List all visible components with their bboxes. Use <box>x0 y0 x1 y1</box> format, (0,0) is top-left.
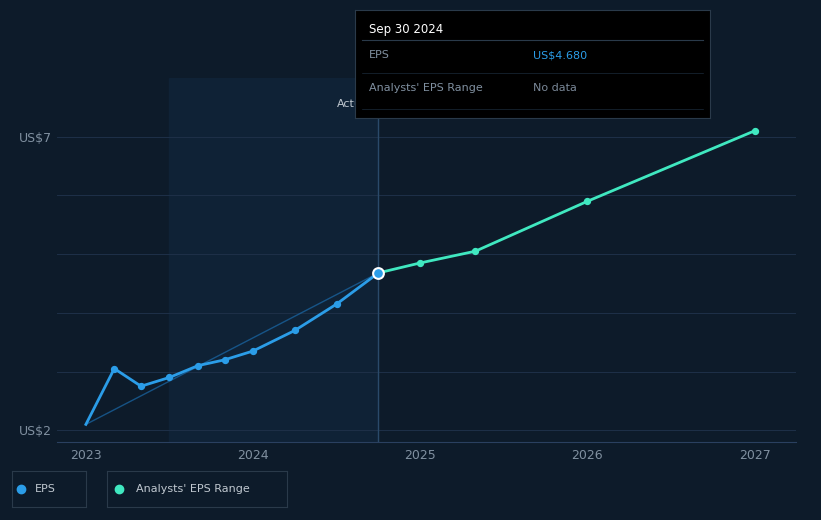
Text: Analysts' EPS Range: Analysts' EPS Range <box>135 484 250 494</box>
Point <box>580 197 594 205</box>
Point <box>330 300 343 308</box>
Point <box>191 361 204 370</box>
Text: No data: No data <box>533 83 576 93</box>
Text: Actual: Actual <box>337 99 372 109</box>
Text: Analysts Forecasts: Analysts Forecasts <box>385 99 488 109</box>
Bar <box>169 78 378 442</box>
Point <box>414 259 427 267</box>
Point <box>288 326 301 334</box>
Point <box>163 373 176 382</box>
Point <box>372 269 385 277</box>
Point <box>135 382 148 391</box>
Point <box>108 365 121 373</box>
Text: EPS: EPS <box>34 484 55 494</box>
Point <box>246 347 259 355</box>
Text: US$4.680: US$4.680 <box>533 50 587 60</box>
Text: EPS: EPS <box>369 50 390 60</box>
Text: Sep 30 2024: Sep 30 2024 <box>369 23 443 36</box>
Text: Analysts' EPS Range: Analysts' EPS Range <box>369 83 483 93</box>
Point <box>748 127 761 135</box>
Point <box>218 356 232 364</box>
Point <box>469 247 482 255</box>
